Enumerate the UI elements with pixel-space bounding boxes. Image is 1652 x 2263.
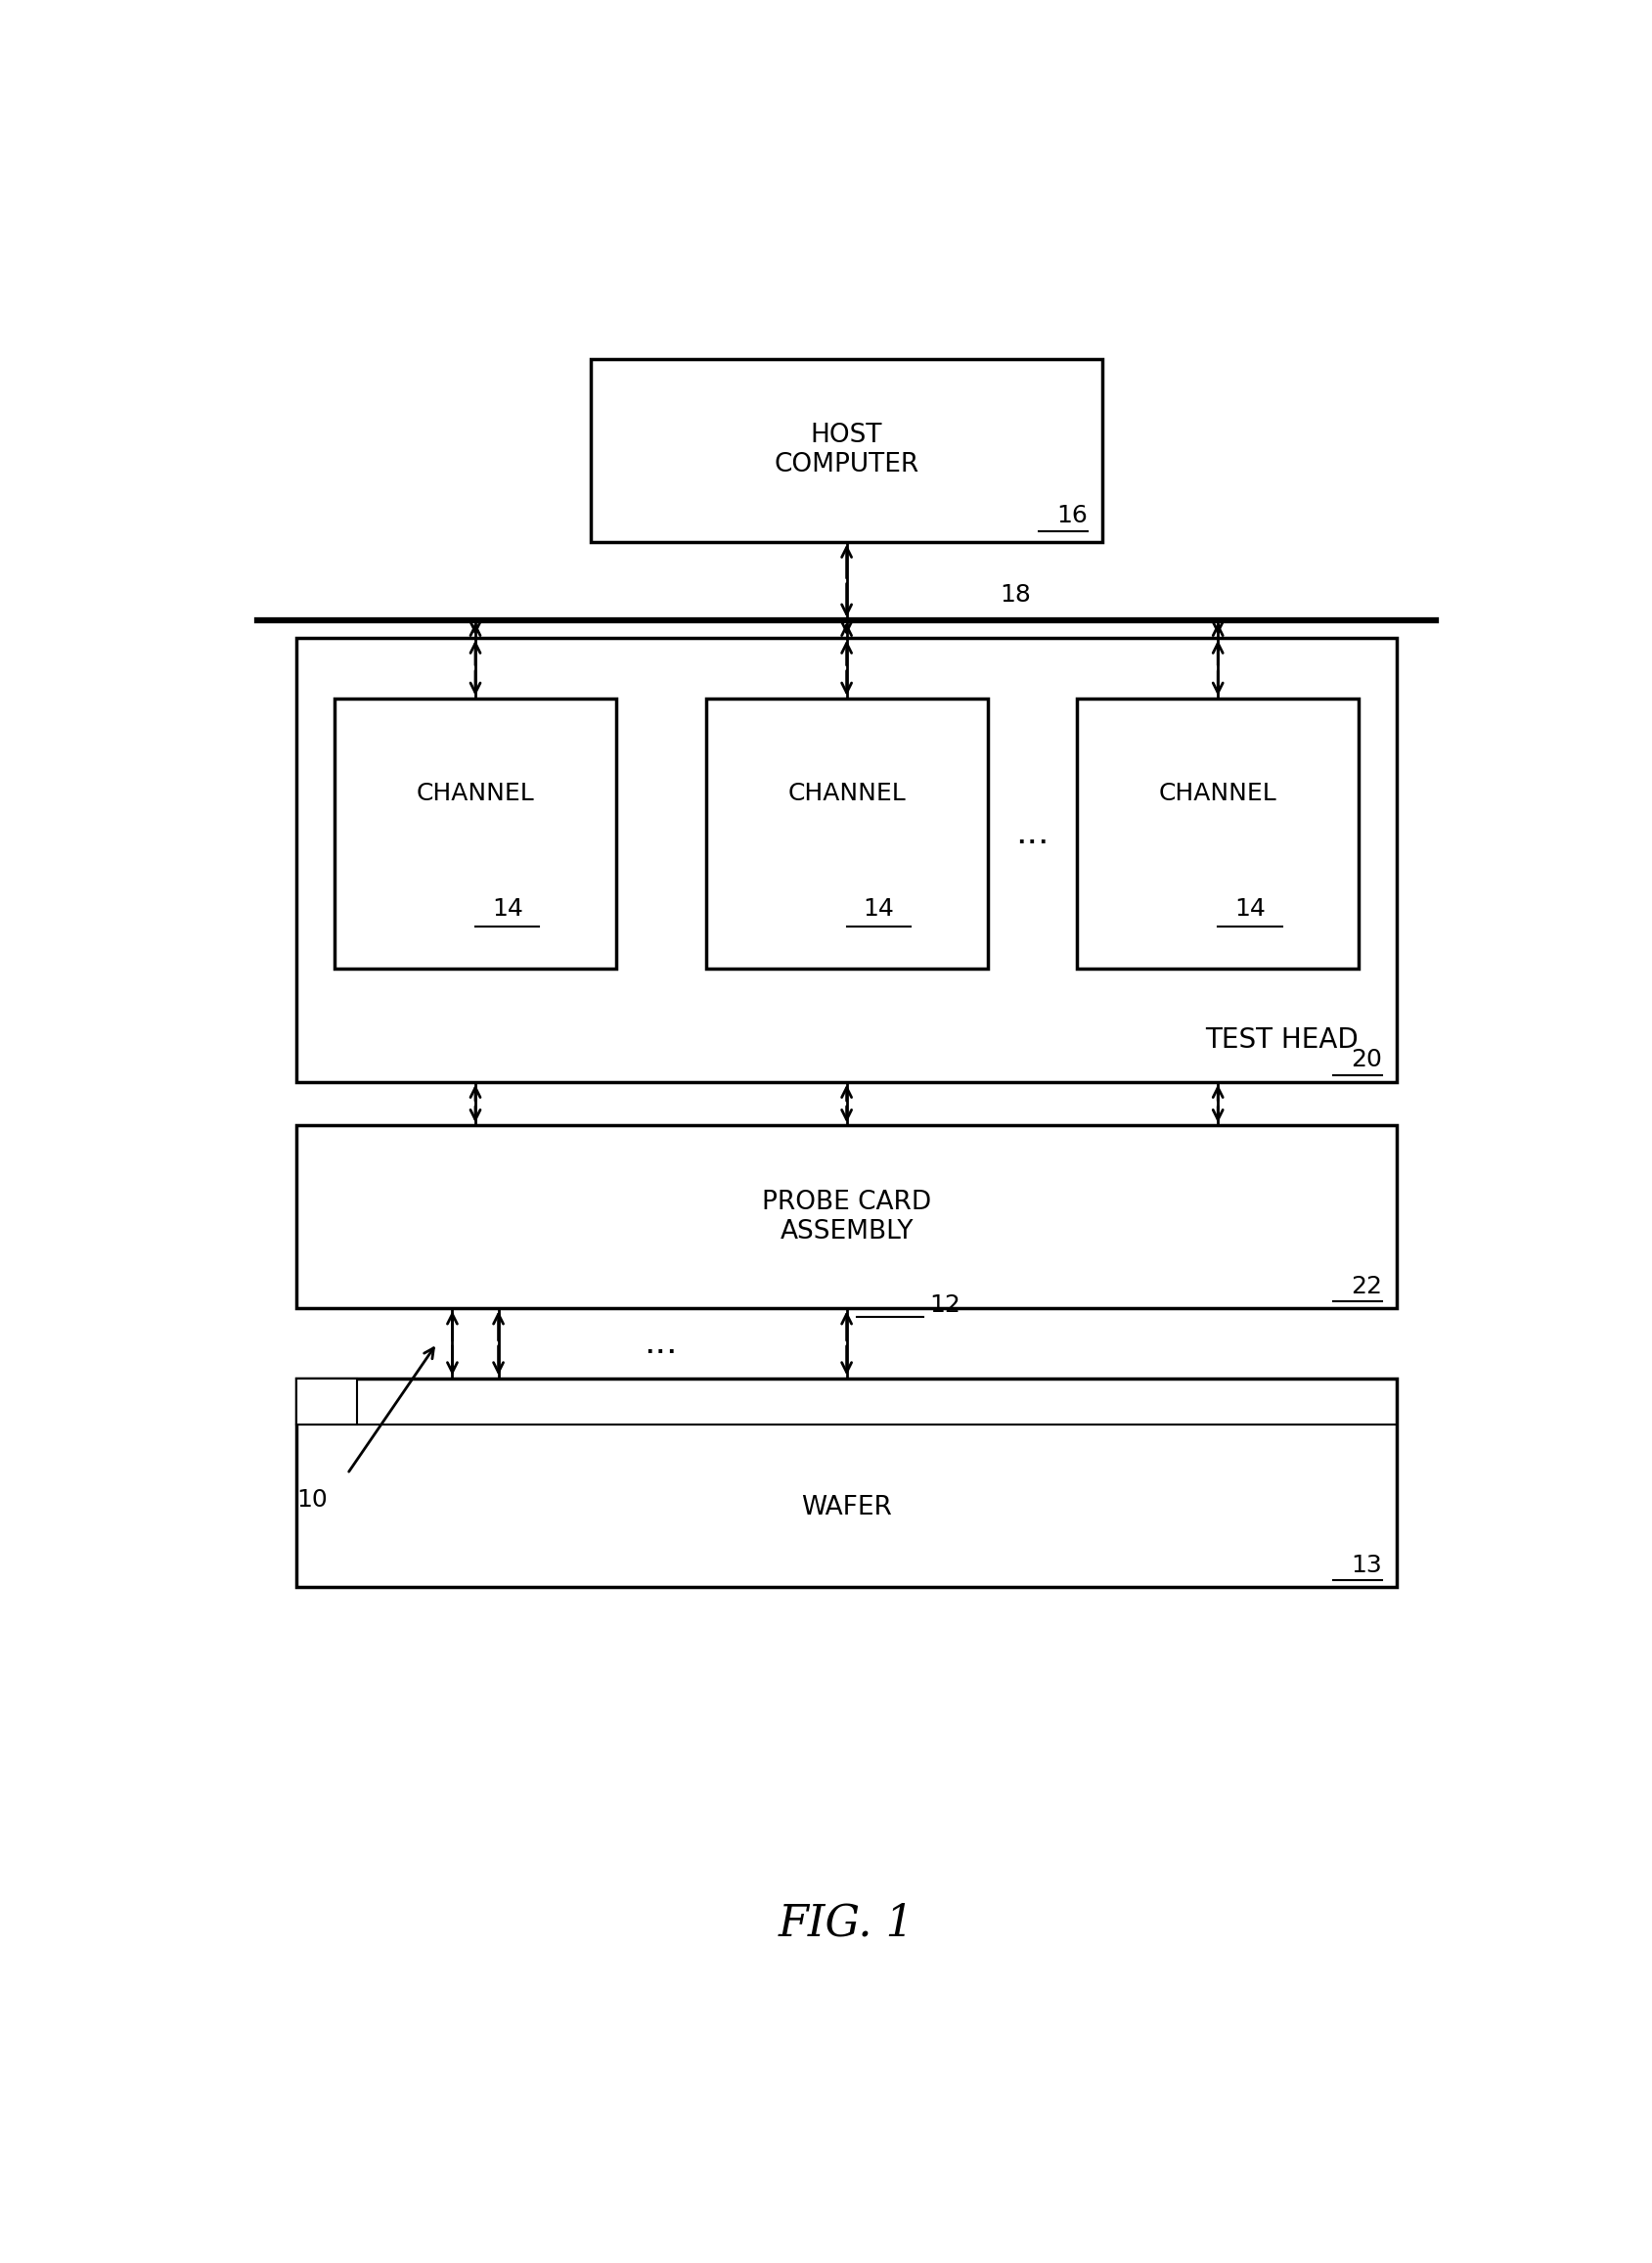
- Text: 22: 22: [1351, 1274, 1381, 1299]
- Text: 18: 18: [1001, 582, 1031, 606]
- Text: WAFER: WAFER: [801, 1496, 892, 1521]
- Bar: [334, 699, 616, 969]
- Bar: [1077, 699, 1358, 969]
- Text: HOST
COMPUTER: HOST COMPUTER: [775, 423, 919, 477]
- Text: 12: 12: [930, 1294, 961, 1317]
- Bar: [591, 360, 1104, 541]
- Bar: [296, 1378, 1398, 1586]
- Text: CHANNEL: CHANNEL: [416, 781, 534, 806]
- Text: 16: 16: [1056, 505, 1087, 527]
- Text: 20: 20: [1351, 1048, 1381, 1070]
- Text: 13: 13: [1351, 1552, 1381, 1577]
- Text: 14: 14: [862, 898, 894, 921]
- Bar: [705, 699, 988, 969]
- Text: FIG. 1: FIG. 1: [778, 1903, 915, 1944]
- Text: ...: ...: [644, 1326, 677, 1360]
- Text: CHANNEL: CHANNEL: [788, 781, 905, 806]
- Text: TEST HEAD: TEST HEAD: [1206, 1027, 1358, 1055]
- Text: ...: ...: [1016, 817, 1049, 851]
- Bar: [296, 638, 1398, 1082]
- Text: 14: 14: [1234, 898, 1265, 921]
- Text: PROBE CARD
ASSEMBLY: PROBE CARD ASSEMBLY: [762, 1190, 932, 1245]
- Text: 10: 10: [297, 1487, 329, 1512]
- Text: 14: 14: [492, 898, 524, 921]
- Text: CHANNEL: CHANNEL: [1160, 781, 1277, 806]
- Bar: [296, 1378, 357, 1423]
- Bar: [296, 1125, 1398, 1308]
